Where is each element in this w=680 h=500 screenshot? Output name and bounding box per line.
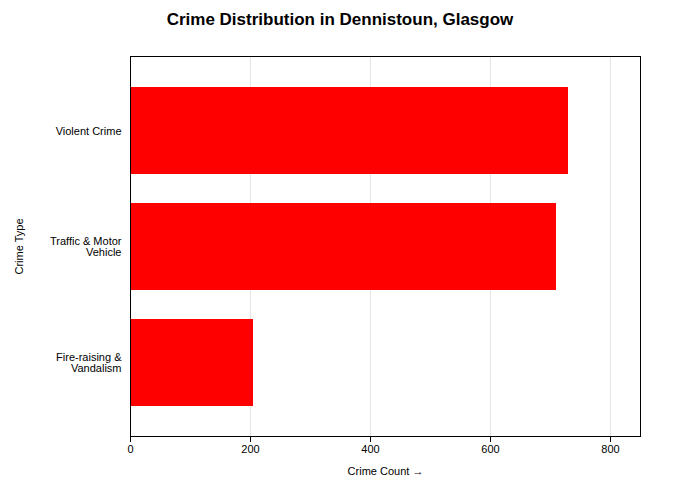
svg-text:Fire-raising &Vandalism: Fire-raising &Vandalism <box>56 351 122 374</box>
svg-text:Crime Count →: Crime Count → <box>348 465 424 477</box>
svg-text:Crime Type: Crime Type <box>13 218 25 274</box>
svg-text:400: 400 <box>361 443 379 455</box>
svg-text:200: 200 <box>241 443 259 455</box>
svg-text:Violent Crime: Violent Crime <box>56 125 122 137</box>
svg-text:800: 800 <box>601 443 619 455</box>
svg-text:Traffic & MotorVehicle: Traffic & MotorVehicle <box>50 235 122 258</box>
svg-text:600: 600 <box>481 443 499 455</box>
html-text:Crime Distribution in Dennisto: Crime Distribution in Dennistoun, Glasgo… <box>166 10 514 29</box>
svg-text:0: 0 <box>127 443 133 455</box>
